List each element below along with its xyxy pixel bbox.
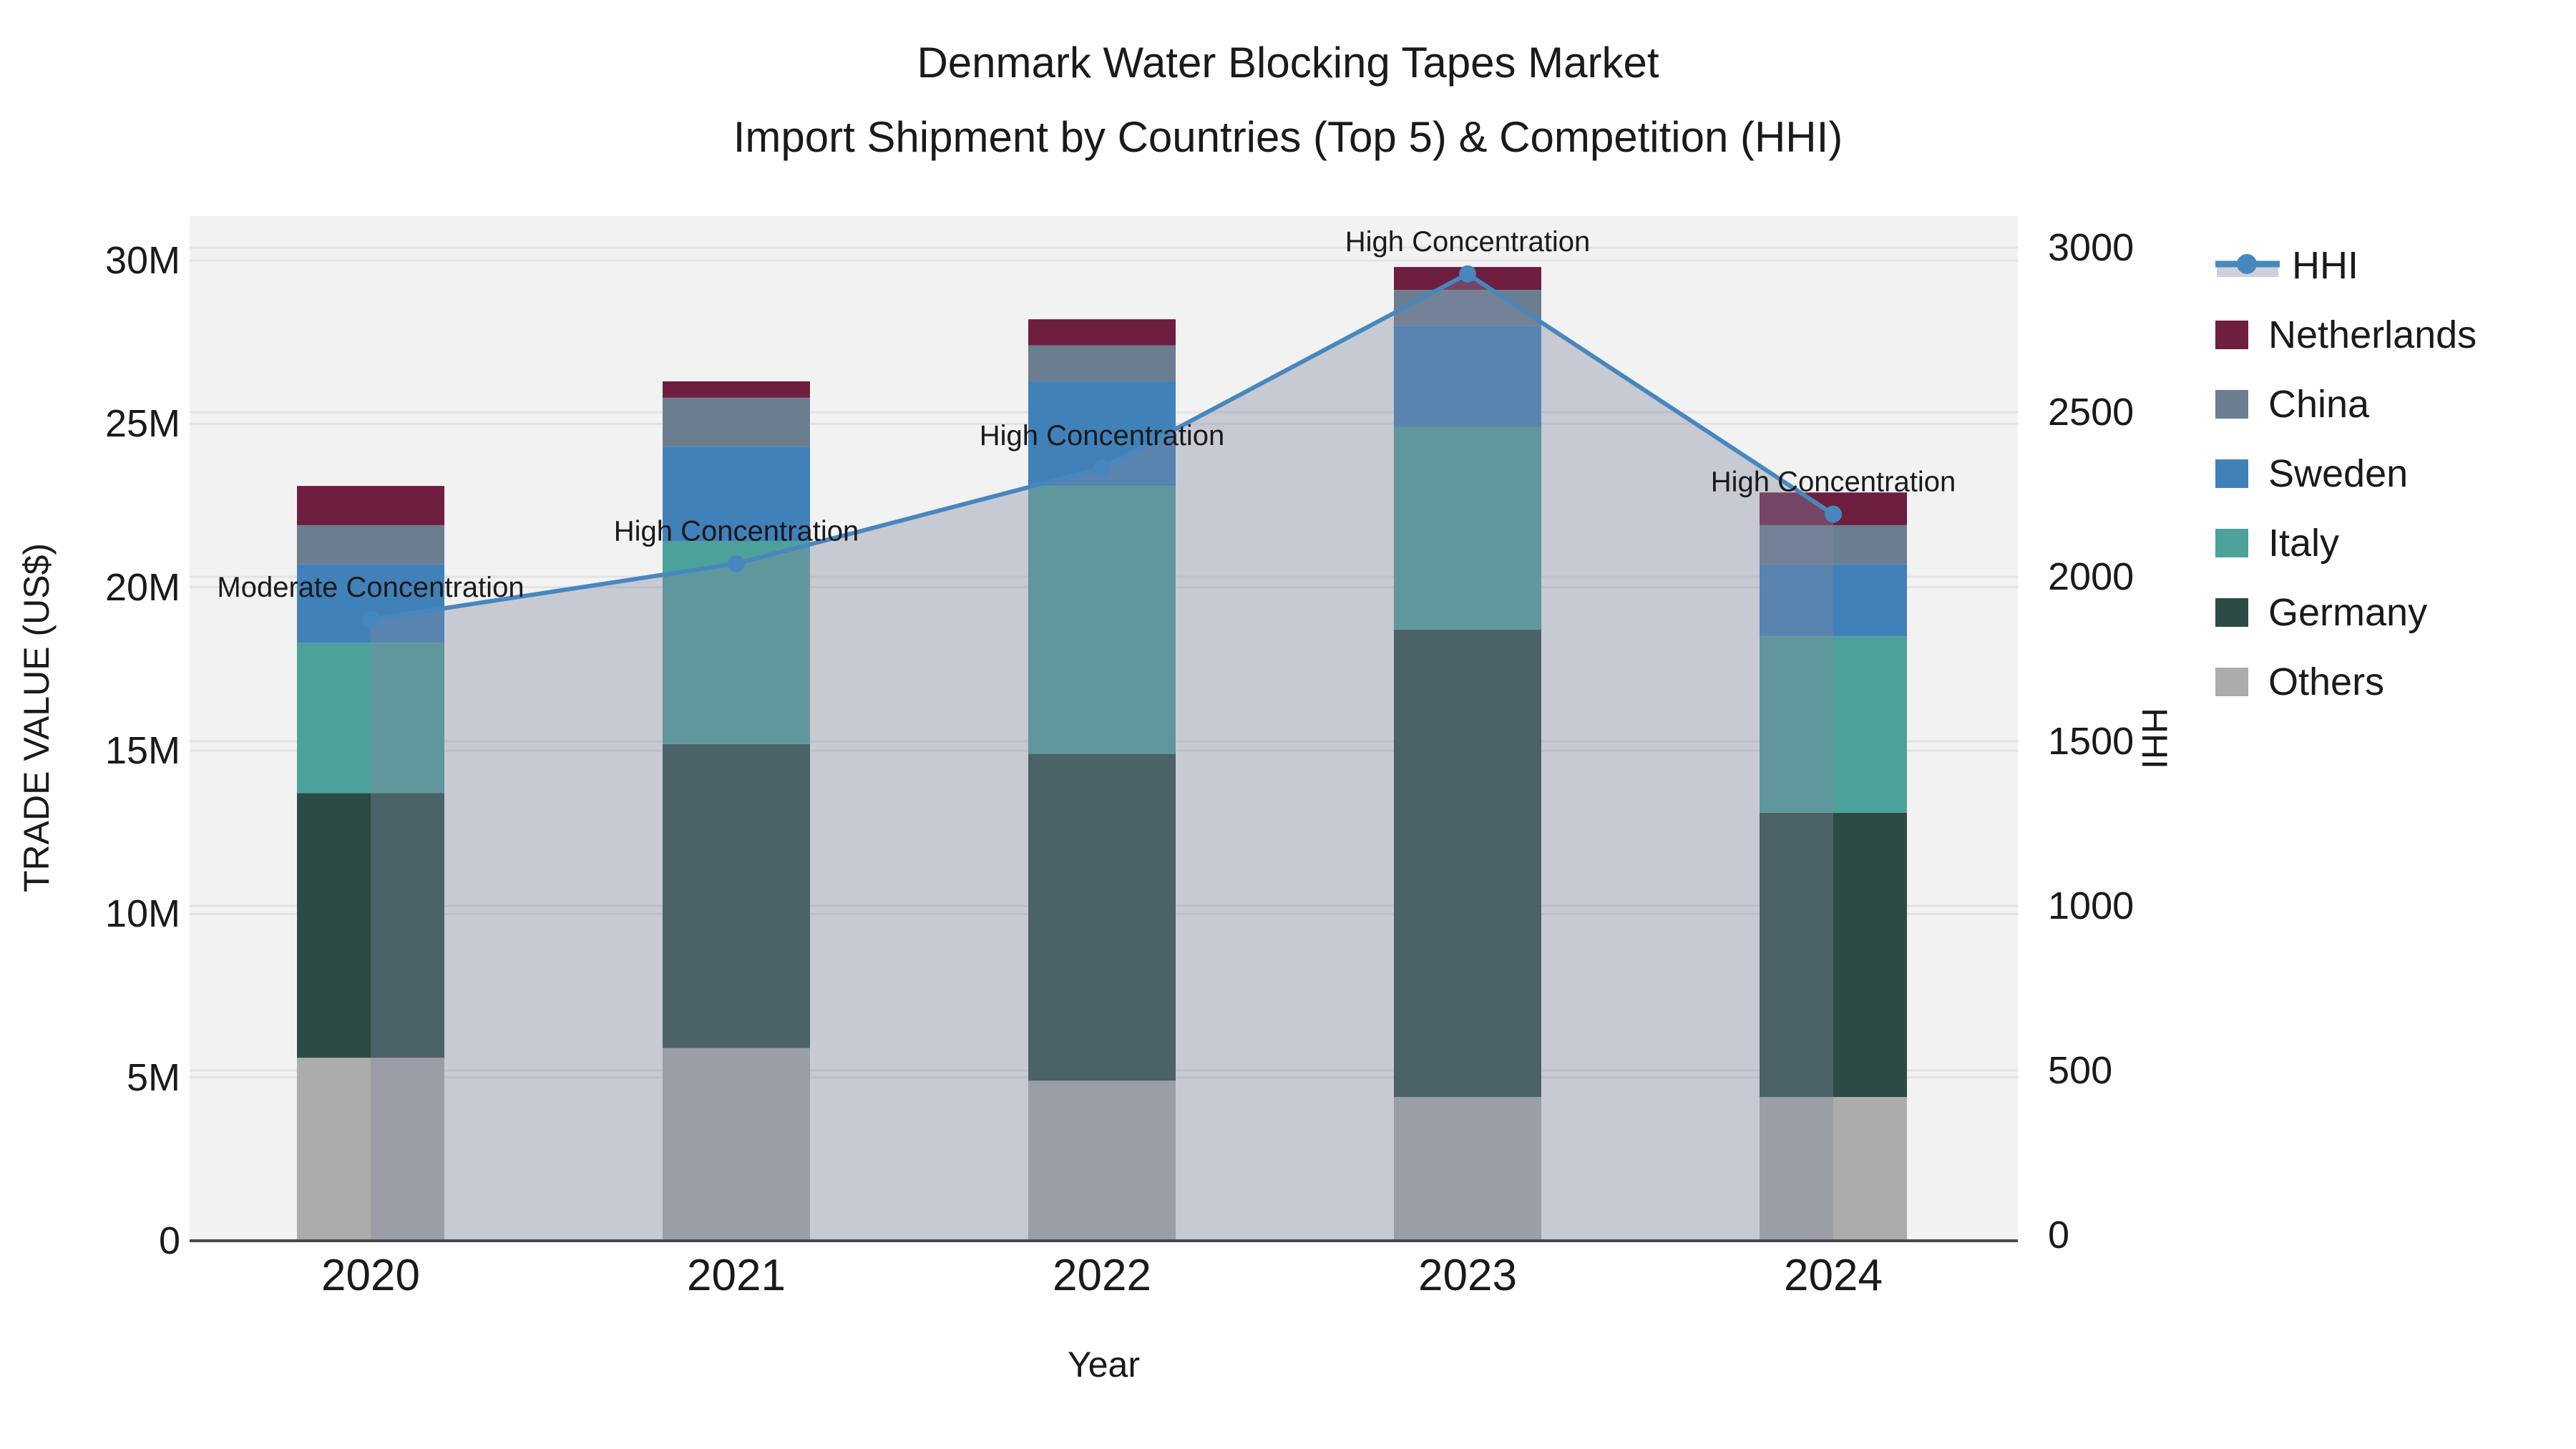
bar-segment-china-2021[interactable] [663, 397, 810, 447]
annotation-2023: High Concentration [1345, 226, 1590, 258]
y-left-tick-15M: 15M [104, 729, 180, 772]
legend-label-italy: Italy [2268, 521, 2340, 565]
bar-segment-others-2020[interactable] [297, 1058, 444, 1241]
hhi-marker-2020[interactable] [362, 610, 379, 628]
bar-segment-others-2022[interactable] [1028, 1080, 1176, 1241]
chart-title-line1: Denmark Water Blocking Tapes Market [917, 39, 1659, 87]
y-right-tick-2000: 2000 [2048, 555, 2135, 598]
y-left-tick-5M: 5M [126, 1055, 180, 1099]
legend-swatch-sweden [2215, 459, 2248, 488]
bar-segment-netherlands-2022[interactable] [1028, 319, 1176, 346]
legend-item-hhi[interactable]: HHI [2215, 230, 2477, 300]
bar-segment-netherlands-2021[interactable] [663, 381, 810, 398]
y-right-tick-2500: 2500 [2048, 391, 2135, 434]
x-tick-2022: 2022 [1053, 1251, 1151, 1300]
legend-item-italy[interactable]: Italy [2215, 508, 2477, 577]
legend-label-others: Others [2268, 660, 2385, 703]
bar-segment-others-2021[interactable] [663, 1048, 810, 1241]
y-right-tick-0: 0 [2048, 1214, 2070, 1257]
bar-segment-italy-2020[interactable] [297, 643, 444, 794]
bar-segment-sweden-2023[interactable] [1394, 326, 1541, 427]
bar-segment-germany-2021[interactable] [663, 743, 810, 1048]
legend-swatch-netherlands [2215, 320, 2248, 349]
y-right-tick-500: 500 [2048, 1049, 2113, 1092]
legend: HHI Netherlands China Sweden Italy Germany Oth… [2215, 230, 2477, 716]
legend-item-netherlands[interactable]: Netherlands [2215, 300, 2477, 369]
legend-swatch-italy [2215, 528, 2248, 557]
annotation-2020: Moderate Concentration [217, 572, 524, 603]
hhi-marker-2021[interactable] [728, 555, 745, 572]
annotation-2022: High Concentration [980, 420, 1224, 452]
legend-item-germany[interactable]: Germany [2215, 577, 2477, 647]
bar-segment-sweden-2020[interactable] [297, 564, 444, 643]
bar-segment-germany-2022[interactable] [1028, 753, 1176, 1081]
y-right-tick-3000: 3000 [2048, 226, 2135, 269]
legend-label-sweden: Sweden [2268, 452, 2409, 495]
annotation-2024: High Concentration [1711, 467, 1956, 498]
legend-swatch-others [2215, 667, 2248, 696]
y-right-tick-1000: 1000 [2048, 884, 2135, 927]
legend-item-others[interactable]: Others [2215, 647, 2477, 716]
bar-segment-italy-2021[interactable] [663, 541, 810, 744]
bar-segment-germany-2020[interactable] [297, 793, 444, 1058]
y-left-tick-10M: 10M [104, 892, 180, 936]
bar-segment-italy-2022[interactable] [1028, 486, 1176, 754]
legend-label-hhi: HHI [2292, 243, 2358, 287]
legend-swatch-china [2215, 389, 2248, 419]
bar-segment-netherlands-2020[interactable] [297, 486, 444, 525]
y-right-tick-1500: 1500 [2048, 720, 2135, 763]
hhi-area-fill [371, 273, 1833, 1241]
bar-segment-china-2022[interactable] [1028, 345, 1176, 381]
x-tick-2020: 2020 [321, 1251, 420, 1300]
bar-segment-others-2024[interactable] [1760, 1097, 1907, 1241]
hhi-marker-2022[interactable] [1093, 459, 1111, 477]
bar-segment-germany-2024[interactable] [1760, 812, 1907, 1098]
legend-swatch-germany [2215, 597, 2248, 627]
bar-segment-germany-2023[interactable] [1394, 630, 1541, 1098]
bar-segment-italy-2023[interactable] [1394, 426, 1541, 630]
bar-segment-china-2020[interactable] [297, 525, 444, 565]
x-tick-2023: 2023 [1418, 1251, 1517, 1300]
legend-label-netherlands: Netherlands [2268, 313, 2477, 356]
bar-segment-sweden-2021[interactable] [663, 447, 810, 542]
y-left-tick-25M: 25M [104, 402, 180, 446]
bar-segment-others-2023[interactable] [1394, 1097, 1541, 1241]
legend-label-germany: Germany [2268, 590, 2428, 634]
hhi-marker-2024[interactable] [1825, 505, 1842, 523]
legend-label-china: China [2268, 382, 2370, 426]
bar-segment-china-2024[interactable] [1760, 525, 1907, 565]
legend-item-sweden[interactable]: Sweden [2215, 439, 2477, 508]
chart-title: Denmark Water Blocking Tapes Market Impo… [0, 42, 2576, 159]
x-tick-2021: 2021 [687, 1251, 786, 1300]
bar-segment-italy-2024[interactable] [1760, 636, 1907, 813]
hhi-marker-2023[interactable] [1459, 265, 1476, 283]
x-tick-2024: 2024 [1784, 1251, 1883, 1300]
x-axis-title: Year [1067, 1345, 1141, 1385]
chart-title-line2: Import Shipment by Countries (Top 5) & C… [733, 113, 1843, 161]
y-left-tick-30M: 30M [104, 239, 180, 282]
legend-hhi-line-symbol [2215, 253, 2280, 277]
legend-item-china[interactable]: China [2215, 369, 2477, 439]
annotation-2021: High Concentration [614, 516, 859, 547]
y-left-tick-20M: 20M [104, 565, 180, 609]
bar-segment-sweden-2024[interactable] [1760, 564, 1907, 637]
y-left-tick-0: 0 [158, 1219, 180, 1262]
